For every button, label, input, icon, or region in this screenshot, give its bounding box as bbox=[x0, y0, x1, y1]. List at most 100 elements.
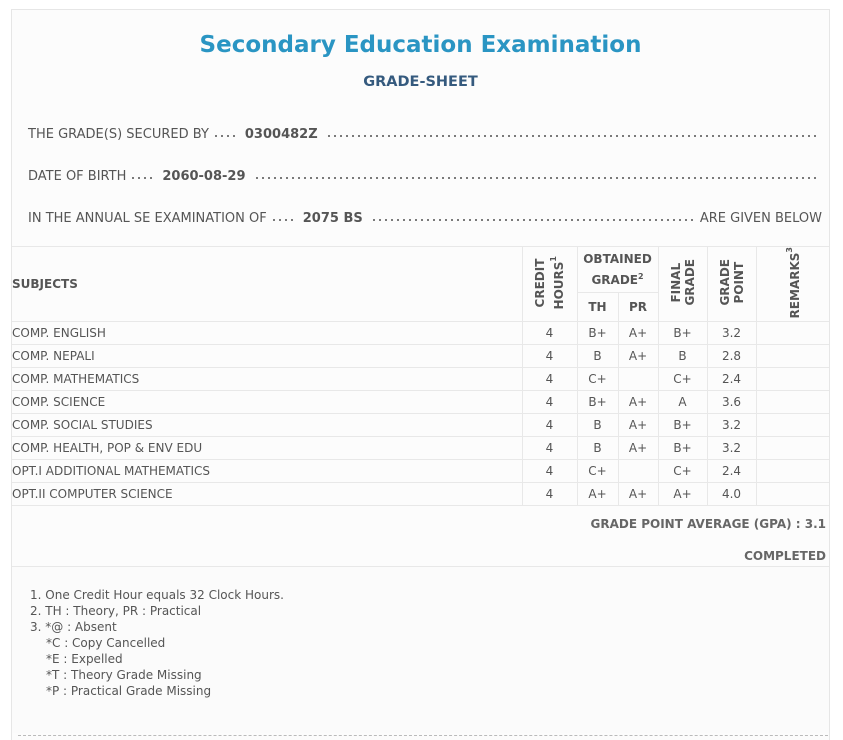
subjects-header: SUBJECTS bbox=[12, 245, 523, 323]
remarks-cell bbox=[755, 413, 829, 438]
exam-line: IN THE ANNUAL SE EXAMINATION OF 2075 BS … bbox=[28, 206, 822, 226]
footnote-item: *C : Copy Cancelled bbox=[46, 636, 166, 650]
dot-leader bbox=[370, 218, 696, 222]
table-row: COMP. ENGLISH 4 B+ A+ B+ 3.2 bbox=[12, 321, 829, 346]
remarks-cell bbox=[755, 436, 829, 461]
remarks-header: REMARKS3 bbox=[755, 245, 829, 323]
remarks-cell bbox=[755, 344, 829, 369]
final-grade-cell: B+ bbox=[657, 321, 708, 346]
theory-grade-cell: A+ bbox=[576, 482, 619, 507]
subject-cell: COMP. SCIENCE bbox=[12, 390, 523, 415]
final-grade-cell: B+ bbox=[657, 413, 708, 438]
theory-grade-cell: B bbox=[576, 413, 619, 438]
dob-value: 2060-08-29 bbox=[162, 169, 246, 184]
table-row: COMP. HEALTH, POP & ENV EDU 4 B A+ B+ 3.… bbox=[12, 436, 829, 461]
practical-grade-cell bbox=[617, 367, 659, 392]
theory-grade-cell: B+ bbox=[576, 390, 619, 415]
table-row: COMP. SOCIAL STUDIES 4 B A+ B+ 3.2 bbox=[12, 413, 829, 438]
exam-year: 2075 BS bbox=[302, 211, 363, 226]
grade-point-cell: 3.2 bbox=[706, 436, 757, 461]
subject-cell: COMP. SOCIAL STUDIES bbox=[12, 413, 523, 438]
practical-grade-cell bbox=[617, 459, 659, 484]
grade-point-cell: 3.6 bbox=[706, 390, 757, 415]
page-title: Secondary Education Examination bbox=[199, 32, 642, 58]
final-grade-cell: A bbox=[657, 390, 708, 415]
theory-grade-cell: C+ bbox=[576, 459, 619, 484]
obtained-grade-header: OBTAINED GRADE2 bbox=[576, 245, 659, 294]
practical-grade-cell: A+ bbox=[617, 344, 659, 369]
table-row: OPT.II COMPUTER SCIENCE 4 A+ A+ A+ 4.0 bbox=[12, 482, 829, 507]
footnote-item: 2. TH : Theory, PR : Practical bbox=[30, 604, 202, 618]
dot-leader bbox=[270, 218, 295, 222]
subject-cell: COMP. HEALTH, POP & ENV EDU bbox=[12, 436, 523, 461]
dot-leader bbox=[253, 176, 818, 180]
footnotes-section: 1. One Credit Hour equals 32 Clock Hours… bbox=[12, 566, 829, 733]
exam-label: IN THE ANNUAL SE EXAMINATION OF bbox=[28, 211, 267, 226]
credit-cell: 4 bbox=[521, 436, 578, 461]
grade-point-cell: 4.0 bbox=[706, 482, 757, 507]
table-row: COMP. NEPALI 4 B A+ B 2.8 bbox=[12, 344, 829, 369]
practical-grade-cell: A+ bbox=[617, 390, 659, 415]
final-grade-cell: C+ bbox=[657, 459, 708, 484]
completion-status: COMPLETED bbox=[744, 549, 826, 563]
exam-tail: ARE GIVEN BELOW bbox=[699, 211, 822, 226]
grade-sheet: Secondary Education Examination GRADE-SH… bbox=[11, 9, 830, 740]
credit-cell: 4 bbox=[521, 413, 578, 438]
footnotes-list: 1. One Credit Hour equals 32 Clock Hours… bbox=[30, 587, 284, 699]
theory-grade-cell: B+ bbox=[576, 321, 619, 346]
theory-grade-cell: C+ bbox=[576, 367, 619, 392]
dot-leader bbox=[325, 134, 818, 138]
theory-grade-cell: B bbox=[576, 436, 619, 461]
remarks-cell bbox=[755, 321, 829, 346]
grade-point-cell: 3.2 bbox=[706, 413, 757, 438]
table-row: OPT.I ADDITIONAL MATHEMATICS 4 C+ C+ 2.4 bbox=[12, 459, 829, 484]
grade-point-cell: 2.8 bbox=[706, 344, 757, 369]
remarks-cell bbox=[755, 482, 829, 507]
subject-cell: OPT.I ADDITIONAL MATHEMATICS bbox=[12, 459, 523, 484]
gpa-summary: GRADE POINT AVERAGE (GPA) : 3.1 bbox=[590, 517, 827, 531]
footnote-item: *E : Expelled bbox=[46, 652, 123, 666]
practical-header: PR bbox=[617, 292, 658, 323]
remarks-cell bbox=[755, 367, 829, 392]
grade-point-header: GRADE POINT bbox=[706, 245, 757, 323]
subject-cell: COMP. MATHEMATICS bbox=[12, 367, 523, 392]
practical-grade-cell: A+ bbox=[617, 436, 659, 461]
credit-hours-header: CREDIT HOURS1 bbox=[521, 245, 578, 323]
practical-grade-cell: A+ bbox=[617, 413, 659, 438]
subject-cell: COMP. NEPALI bbox=[12, 344, 523, 369]
credit-cell: 4 bbox=[521, 321, 578, 346]
remarks-cell bbox=[755, 459, 829, 484]
final-grade-cell: A+ bbox=[657, 482, 708, 507]
final-grade-cell: C+ bbox=[657, 367, 708, 392]
dashed-divider bbox=[18, 735, 828, 736]
subject-cell: COMP. ENGLISH bbox=[12, 321, 523, 346]
page-subtitle: GRADE-SHEET bbox=[363, 74, 478, 90]
grade-point-cell: 2.4 bbox=[706, 459, 757, 484]
dot-leader bbox=[212, 134, 237, 138]
footnote-item: 3. *@ : Absent bbox=[30, 620, 117, 634]
symbol-number: 0300482Z bbox=[244, 127, 318, 142]
grade-point-cell: 3.2 bbox=[706, 321, 757, 346]
footnote-item: *T : Theory Grade Missing bbox=[46, 668, 202, 682]
credit-cell: 4 bbox=[521, 344, 578, 369]
grade-point-cell: 2.4 bbox=[706, 367, 757, 392]
theory-grade-cell: B bbox=[576, 344, 619, 369]
credit-cell: 4 bbox=[521, 390, 578, 415]
theory-header: TH bbox=[577, 292, 619, 323]
footnote-item: *P : Practical Grade Missing bbox=[46, 684, 212, 698]
credit-cell: 4 bbox=[521, 459, 578, 484]
credit-cell: 4 bbox=[521, 482, 578, 507]
secured-by-line: THE GRADE(S) SECURED BY 0300482Z bbox=[28, 122, 822, 142]
dob-line: DATE OF BIRTH 2060-08-29 bbox=[28, 164, 822, 184]
final-grade-header: FINAL GRADE bbox=[657, 245, 708, 323]
final-grade-cell: B+ bbox=[657, 436, 708, 461]
secured-by-label: THE GRADE(S) SECURED BY bbox=[28, 127, 209, 142]
subject-cell: OPT.II COMPUTER SCIENCE bbox=[12, 482, 523, 507]
credit-cell: 4 bbox=[521, 367, 578, 392]
practical-grade-cell: A+ bbox=[617, 321, 659, 346]
remarks-cell bbox=[755, 390, 829, 415]
table-row: COMP. SCIENCE 4 B+ A+ A 3.6 bbox=[12, 390, 829, 415]
practical-grade-cell: A+ bbox=[617, 482, 659, 507]
table-row: COMP. MATHEMATICS 4 C+ C+ 2.4 bbox=[12, 367, 829, 392]
footnote-item: 1. One Credit Hour equals 32 Clock Hours… bbox=[30, 588, 284, 602]
